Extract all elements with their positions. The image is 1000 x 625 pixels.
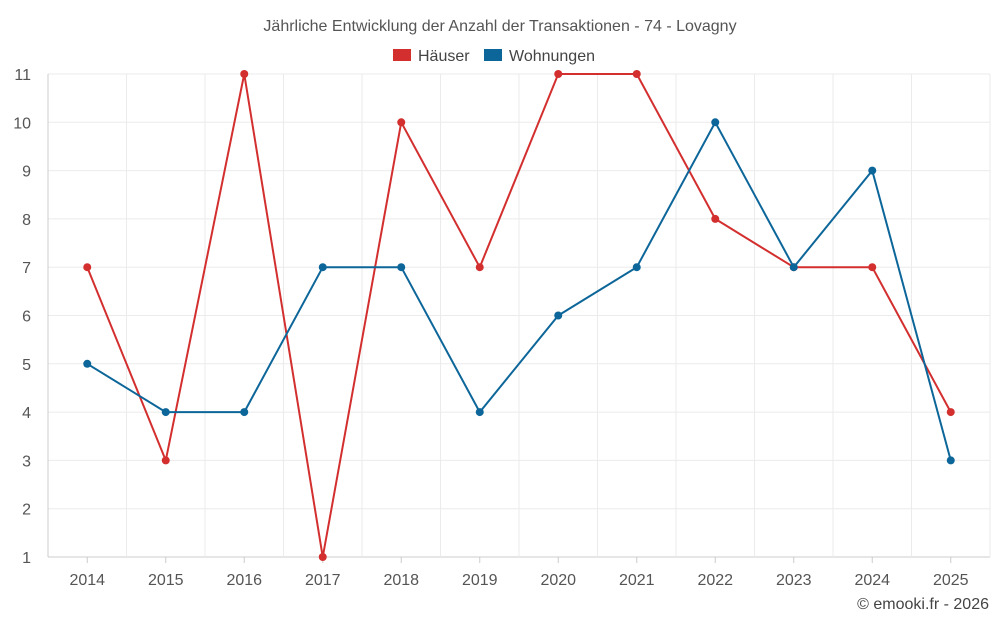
y-tick-label: 7 <box>22 260 31 277</box>
x-tick-label: 2018 <box>383 572 419 589</box>
data-point-wohnungen[interactable] <box>632 263 641 272</box>
data-point-wohnungen[interactable] <box>240 408 249 417</box>
series-line-haeuser <box>86 73 952 558</box>
y-tick-label: 5 <box>22 357 31 374</box>
data-point-wohnungen[interactable] <box>475 408 484 417</box>
x-tick-label: 2015 <box>148 572 184 589</box>
y-tick-label: 2 <box>22 502 31 519</box>
data-point-wohnungen[interactable] <box>161 408 170 417</box>
x-tick-label: 2021 <box>619 572 655 589</box>
data-point-haeuser[interactable] <box>868 263 877 272</box>
data-point-haeuser[interactable] <box>946 408 955 417</box>
data-point-wohnungen[interactable] <box>554 311 563 320</box>
data-point-wohnungen[interactable] <box>397 263 406 272</box>
x-tick-label: 2024 <box>854 572 890 589</box>
x-axis: 2014 2015 2016 2017 2018 2019 2020 2021 2022 2023… <box>69 557 969 589</box>
legend-label-wohnungen[interactable]: Wohnungen <box>509 48 595 65</box>
y-tick-label: 1 <box>22 550 31 567</box>
y-tick-label: 4 <box>22 405 31 422</box>
y-tick-label: 10 <box>13 115 31 132</box>
legend-swatch-haeuser <box>393 49 411 61</box>
data-point-haeuser[interactable] <box>397 118 406 127</box>
data-point-haeuser[interactable] <box>318 553 327 561</box>
y-axis: 1 2 3 4 5 6 7 8 9 10 11 <box>13 67 31 567</box>
x-tick-label: 2017 <box>305 572 341 589</box>
y-tick-label: 3 <box>22 453 31 470</box>
x-tick-label: 2025 <box>933 572 969 589</box>
data-point-haeuser[interactable] <box>161 456 170 465</box>
y-tick-label: 11 <box>14 67 31 84</box>
y-tick-label: 9 <box>22 164 31 181</box>
x-tick-label: 2016 <box>226 572 262 589</box>
x-tick-label: 2022 <box>697 572 733 589</box>
series-line-wohnungen <box>86 121 952 461</box>
data-point-haeuser[interactable] <box>554 70 563 78</box>
x-tick-label: 2019 <box>462 572 498 589</box>
chart-title: Jährliche Entwicklung der Anzahl der Tra… <box>263 18 736 35</box>
data-point-wohnungen[interactable] <box>789 263 798 272</box>
data-point-wohnungen[interactable] <box>83 359 92 368</box>
data-point-haeuser[interactable] <box>632 70 641 78</box>
legend: Häuser Wohnungen <box>393 48 595 65</box>
data-point-haeuser[interactable] <box>475 263 484 272</box>
data-point-wohnungen[interactable] <box>946 456 955 465</box>
data-point-wohnungen[interactable] <box>711 118 720 127</box>
grid <box>47 73 991 558</box>
data-point-haeuser[interactable] <box>83 263 92 272</box>
x-tick-label: 2014 <box>69 572 105 589</box>
legend-swatch-wohnungen <box>484 49 502 61</box>
x-tick-label: 2020 <box>540 572 576 589</box>
y-tick-label: 8 <box>22 212 31 229</box>
x-tick-label: 2023 <box>776 572 812 589</box>
series-group <box>83 70 955 561</box>
data-point-wohnungen[interactable] <box>318 263 327 272</box>
y-tick-label: 6 <box>22 309 31 326</box>
legend-label-haeuser[interactable]: Häuser <box>418 48 470 65</box>
data-point-haeuser[interactable] <box>240 70 249 78</box>
data-point-haeuser[interactable] <box>711 214 720 223</box>
credit-text: © emooki.fr - 2026 <box>857 596 989 613</box>
data-point-wohnungen[interactable] <box>868 166 877 175</box>
